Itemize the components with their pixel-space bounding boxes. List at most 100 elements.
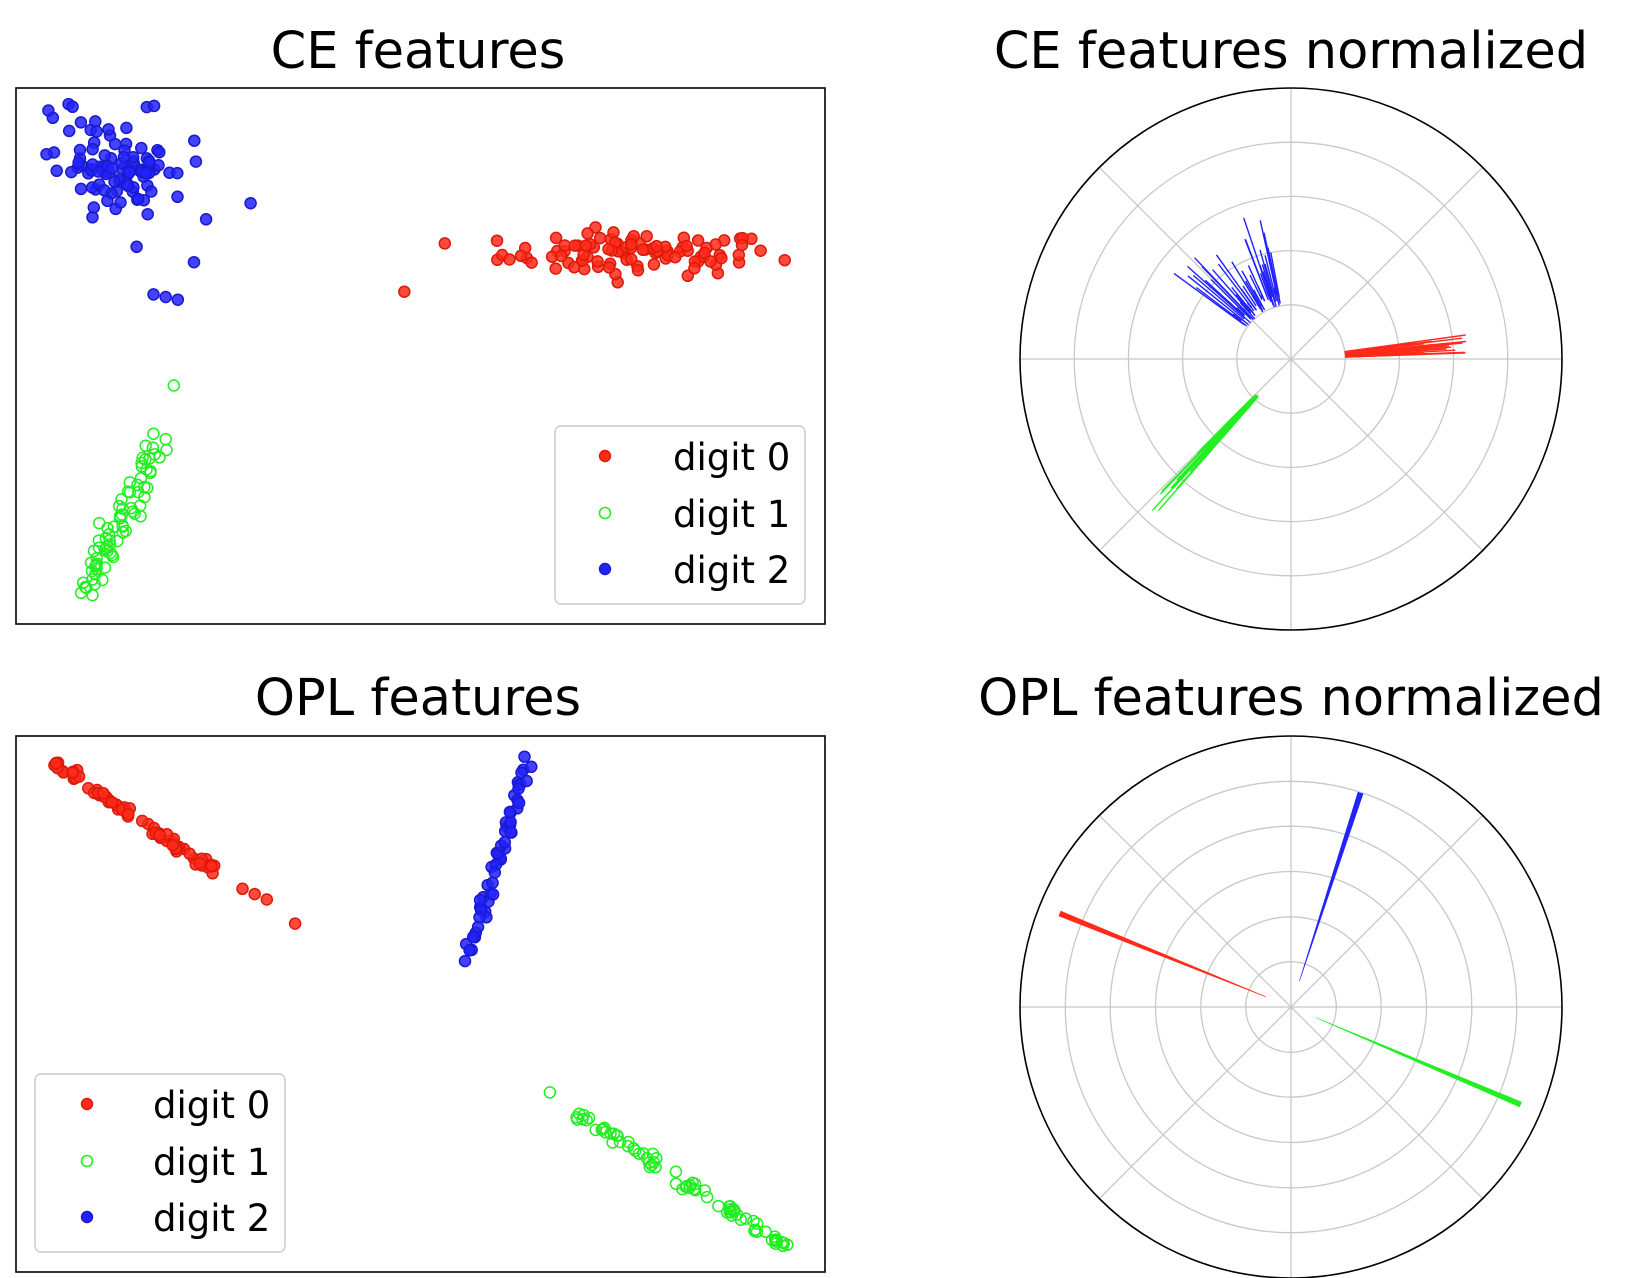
opl-features-digit0-point [166,838,179,852]
ce-features-digit1-point [107,520,121,533]
ce-features-digit0-point [691,234,705,247]
ce-normalized-digit2-vector [1232,313,1242,322]
opl-features-digit2-point [512,796,526,810]
ce-features-digit1-point [138,453,152,466]
ce-features-title: CE features [271,22,566,81]
ce-features-digit0-point [567,260,581,274]
ce-features-digit1-point [112,499,126,513]
ce-features-digit1-point [96,573,109,587]
ce-normalized-digit2-vector [1173,272,1245,326]
ce-features-digit2-point [74,182,88,196]
ce-features-digit2-point [145,185,158,198]
ce-normalized-digit1-vector [1194,397,1255,462]
ce-normalized-digit2-vector [1212,269,1248,310]
ce-normalized-r-gridcircle [1236,304,1346,414]
ce-normalized-digit2-vector [1193,257,1254,320]
ce-normalized-digit2-vector [1215,254,1257,311]
ce-features-digit2-point [62,124,76,138]
ce-normalized-digit2-vector [1243,217,1273,303]
ce-features-digit2-point [141,207,154,221]
ce-features-digit1-point [93,516,106,530]
ce-features-digit2-point [87,201,101,214]
ce-features-digit1-point [98,561,112,574]
ce-features-digit0-point [624,238,638,251]
ce-features-digit1-point [100,540,114,553]
ce-features-digit2-point [86,142,99,156]
opl-features-digit1-point [698,1184,711,1197]
opl-features-digit1-point [589,1123,602,1137]
ce-features-digit2-point [147,99,161,113]
ce-normalized-digit2-vector [1270,252,1280,298]
ce-features-panel: CE features digit 0 digit 1 digit 2 [15,22,826,625]
ce-features-digit1-point [116,526,130,539]
opl-legend-label-digit2: digit 2 [153,1197,270,1240]
ce-normalized-digit1-vector [1227,396,1259,432]
ce-features-digit2-point [105,162,119,175]
ce-features-digit0-point [514,249,528,263]
opl-features-digit2-point [512,782,525,795]
ce-features-digit1-point [85,564,99,578]
ce-normalized-grid [1020,88,1562,630]
ce-features-digit2-point [73,143,87,157]
ce-features-digit2-point [188,134,201,147]
ce-legend-marker-digit2 [598,562,612,576]
opl-normalized-digit1-vector [1315,1017,1522,1108]
ce-features-digit2-point [120,121,133,135]
opl-features-digit2-point [463,944,476,957]
ce-features-digit1-point [106,550,120,564]
opl-features-digit1-point [613,1135,627,1149]
ce-normalized-digit2-vector [1226,300,1245,317]
opl-normalized-digit2-vector [1299,791,1364,982]
opl-features-digit2-point [488,866,502,879]
ce-features-digit2-point [117,150,131,164]
ce-features-digit0-point [549,262,562,275]
ce-normalized-theta-gridline [1098,166,1292,360]
ce-features-digit0-point [503,253,516,266]
ce-normalized-digit2-vector [1261,264,1273,298]
opl-legend-marker-digit1 [80,1154,94,1168]
ce-normalized-digit2-vector [1259,273,1272,302]
ce-normalized-digit1-vector [1211,406,1245,441]
opl-normalized-grid [1020,736,1562,1278]
ce-features-digit2-point [72,156,85,169]
ce-normalized-digit2-vector [1264,263,1275,295]
ce-normalized-digit2-vector [1187,265,1251,324]
ce-features-digit0-point [754,244,767,257]
ce-features-digit1-point [123,486,137,499]
ce-features-digit0-point [549,231,563,245]
ce-features-digit0-point [602,261,616,274]
ce-features-digit0-point [636,243,650,257]
ce-features-digit2-point [97,183,111,197]
ce-features-digit0-point [698,246,711,260]
ce-features-digit2-point [86,158,99,171]
ce-normalized-digit1-vector [1171,404,1250,490]
opl-normalized-title: OPL features normalized [978,669,1604,728]
ce-normalized-digit0-vector [1345,351,1411,357]
ce-normalized-digit2-vector [1246,302,1255,312]
ce-features-digit0-point [438,237,452,250]
ce-features-digit1-point [144,464,157,478]
ce-features-digit0-point [688,262,701,275]
ce-normalized-digit2-vector [1267,247,1279,296]
ce-features-digit1-point [123,476,137,489]
ce-normalized-digit0-vector [1344,349,1388,355]
ce-normalized-digit0-vector [1344,346,1398,354]
ce-features-digit2-point [187,255,201,269]
opl-normalized-r-gridcircle [1245,961,1337,1053]
ce-normalized-digit2-vector [1231,261,1261,309]
ce-features-digit0-point [607,226,620,239]
opl-normalized-frame [1019,735,1563,1278]
ce-features-digit0-point [668,250,682,264]
ce-features-digit0-point [525,256,538,269]
ce-normalized-digit0-vector [1345,353,1413,358]
ce-normalized-digit2-vector [1231,286,1256,317]
opl-features-digit1-point [727,1205,741,1218]
ce-features-digit2-point [171,190,184,204]
ce-features-digit1-point [147,427,160,440]
ce-features-digit0-point [490,234,504,247]
opl-features-digit1-point [643,1160,657,1174]
ce-features-digit2-point [101,194,114,208]
ce-features-digit2-point [139,166,153,180]
ce-features-digit2-point [159,290,172,304]
opl-features-digit0-point [193,857,206,870]
